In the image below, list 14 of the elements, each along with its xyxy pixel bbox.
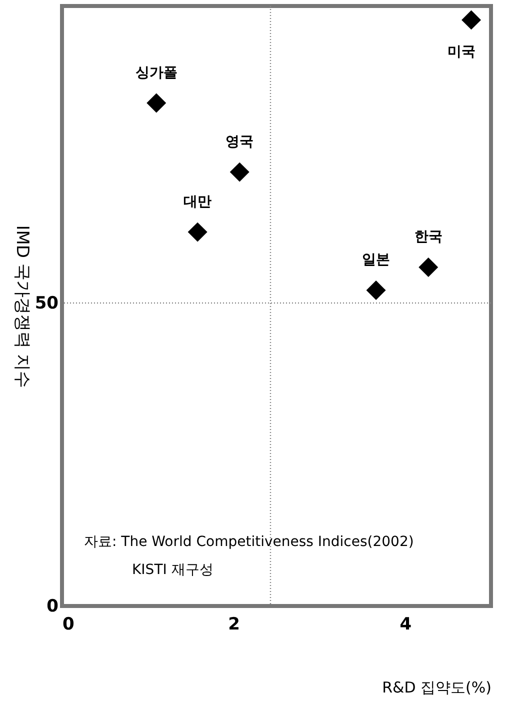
annotation: 영국 <box>226 134 254 150</box>
annotation: 일본 <box>362 252 390 268</box>
annotation: KISTI 재구성 <box>132 562 214 578</box>
x-tick-label: 2 <box>228 614 240 634</box>
x-axis-title: R&D 집약도(%) <box>382 678 492 696</box>
annotation: 대만 <box>184 194 212 210</box>
x-tick-label: 4 <box>400 614 412 634</box>
annotation: 자료: The World Competitiveness Indices(2002) <box>84 534 414 550</box>
annotation: 싱가폴 <box>135 64 178 81</box>
annotation: 한국 <box>414 229 442 246</box>
y-tick-label: 50 <box>34 293 59 314</box>
y-axis-title: IMD 국가경쟁력 지수 <box>12 225 32 388</box>
x-tick-label: 0 <box>62 614 74 634</box>
annotation: 미국 <box>447 44 476 60</box>
